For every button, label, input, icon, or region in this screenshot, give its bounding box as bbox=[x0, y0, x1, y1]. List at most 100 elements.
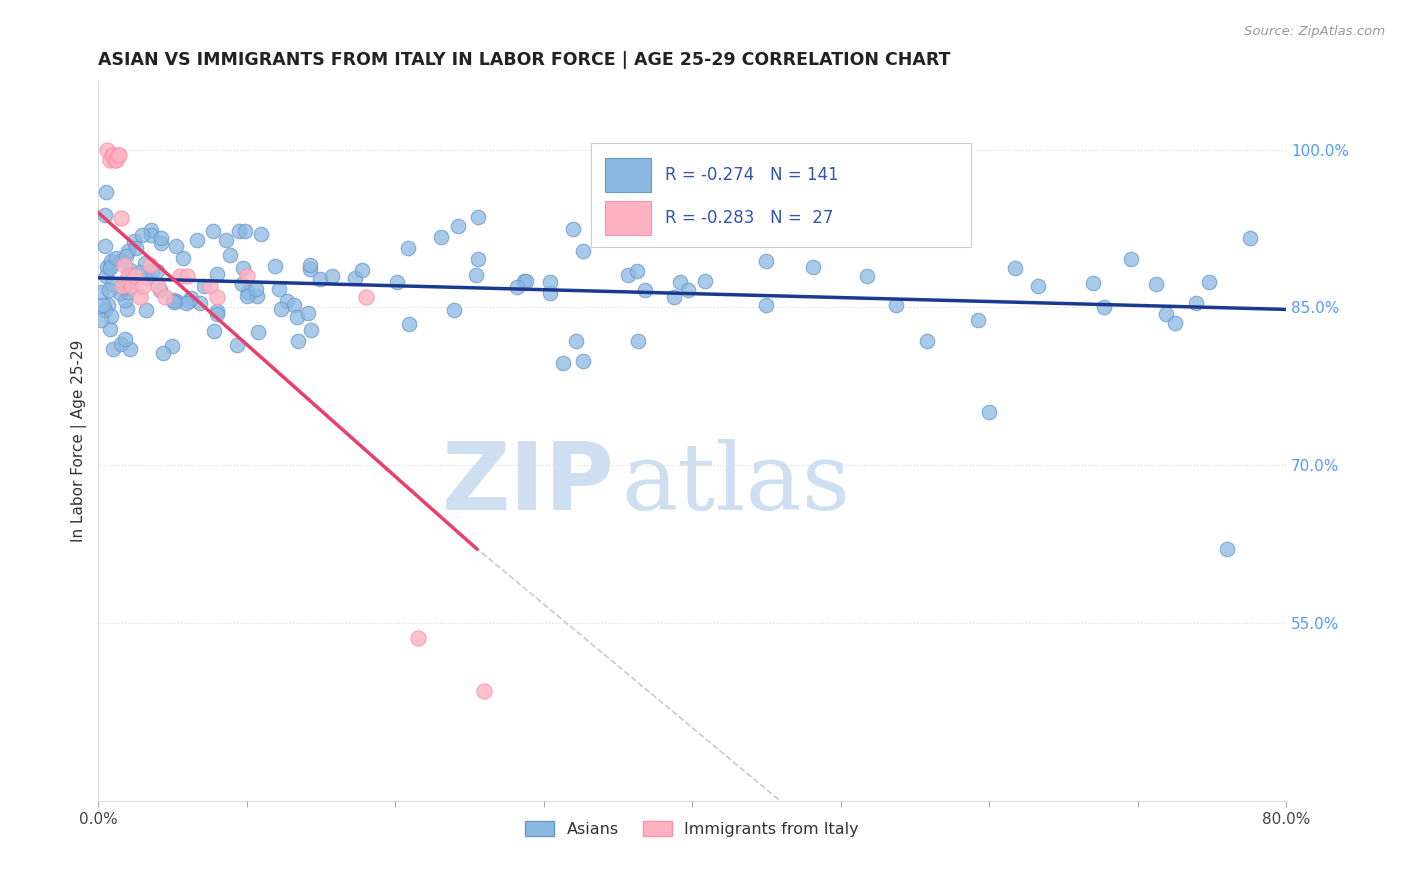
Point bbox=[107, 148, 129, 162]
Point bbox=[551, 356, 574, 370]
Point bbox=[198, 279, 221, 293]
Point bbox=[163, 295, 186, 310]
Point bbox=[1198, 275, 1220, 289]
Point bbox=[124, 268, 146, 283]
Point bbox=[571, 354, 593, 368]
Point bbox=[246, 288, 269, 302]
Point bbox=[118, 263, 141, 277]
Point bbox=[202, 324, 225, 338]
Point bbox=[139, 258, 162, 272]
FancyBboxPatch shape bbox=[591, 143, 972, 247]
Point bbox=[117, 277, 139, 291]
Point bbox=[136, 271, 159, 285]
Point bbox=[467, 210, 489, 224]
Point bbox=[176, 268, 198, 283]
Point bbox=[177, 293, 200, 308]
Point bbox=[103, 148, 125, 162]
Point bbox=[443, 302, 465, 317]
Point bbox=[218, 248, 240, 262]
Point bbox=[205, 290, 228, 304]
Legend: Asians, Immigrants from Italy: Asians, Immigrants from Italy bbox=[519, 814, 866, 844]
Text: atlas: atlas bbox=[621, 440, 851, 530]
Point bbox=[160, 339, 183, 353]
Point bbox=[100, 260, 122, 274]
Point bbox=[134, 256, 156, 270]
Point bbox=[108, 285, 131, 300]
Point bbox=[299, 258, 322, 272]
Point bbox=[856, 269, 879, 284]
Point bbox=[141, 264, 163, 278]
Point bbox=[676, 283, 699, 297]
Point bbox=[117, 285, 139, 300]
Point bbox=[343, 271, 366, 285]
Point bbox=[91, 298, 114, 312]
Point bbox=[299, 261, 322, 276]
Point bbox=[662, 290, 685, 304]
Point bbox=[571, 244, 593, 258]
Point bbox=[128, 265, 150, 279]
Point bbox=[472, 684, 495, 698]
Point bbox=[101, 342, 124, 356]
Text: Source: ZipAtlas.com: Source: ZipAtlas.com bbox=[1244, 25, 1385, 38]
Point bbox=[101, 277, 124, 292]
Point bbox=[693, 274, 716, 288]
Point bbox=[169, 268, 191, 283]
Point bbox=[231, 277, 253, 291]
Point bbox=[105, 153, 128, 168]
Point bbox=[110, 252, 132, 267]
Point bbox=[94, 185, 117, 199]
Point bbox=[1026, 279, 1049, 293]
Point bbox=[245, 282, 267, 296]
Point bbox=[299, 323, 322, 337]
Point bbox=[118, 267, 141, 281]
Point bbox=[287, 334, 309, 348]
Point bbox=[1144, 277, 1167, 291]
Point bbox=[236, 285, 259, 299]
Point bbox=[94, 238, 117, 252]
Point bbox=[603, 202, 626, 216]
Point bbox=[354, 290, 377, 304]
Point bbox=[321, 268, 343, 283]
Point bbox=[125, 241, 148, 255]
Point bbox=[297, 306, 319, 320]
Point bbox=[1184, 296, 1206, 310]
Point bbox=[232, 261, 254, 276]
Point bbox=[165, 293, 187, 308]
Text: ZIP: ZIP bbox=[441, 439, 614, 531]
Point bbox=[429, 229, 451, 244]
Point bbox=[149, 283, 172, 297]
Point bbox=[215, 234, 238, 248]
Point bbox=[668, 275, 690, 289]
Point bbox=[1239, 231, 1261, 245]
Point bbox=[205, 307, 228, 321]
Point bbox=[117, 244, 139, 258]
Point bbox=[124, 234, 146, 248]
Point bbox=[131, 228, 153, 243]
Point bbox=[398, 317, 420, 331]
Point bbox=[114, 293, 136, 308]
Point bbox=[105, 251, 128, 265]
Point bbox=[97, 298, 120, 312]
Point bbox=[267, 282, 290, 296]
Point bbox=[627, 334, 650, 349]
Point bbox=[350, 263, 373, 277]
Point bbox=[562, 221, 585, 235]
Point bbox=[152, 346, 174, 360]
Point bbox=[465, 268, 488, 282]
Point bbox=[634, 283, 657, 297]
Point bbox=[94, 208, 117, 222]
Point bbox=[129, 290, 152, 304]
Point bbox=[145, 263, 167, 277]
Point bbox=[1215, 541, 1237, 556]
FancyBboxPatch shape bbox=[606, 201, 651, 235]
Point bbox=[626, 264, 648, 278]
Point bbox=[165, 239, 187, 253]
Point bbox=[467, 252, 489, 267]
Point bbox=[110, 337, 132, 351]
Point bbox=[1119, 252, 1142, 267]
Point bbox=[287, 310, 309, 324]
Point bbox=[387, 275, 409, 289]
Point bbox=[755, 298, 778, 312]
Point bbox=[153, 290, 176, 304]
Point bbox=[98, 260, 121, 275]
